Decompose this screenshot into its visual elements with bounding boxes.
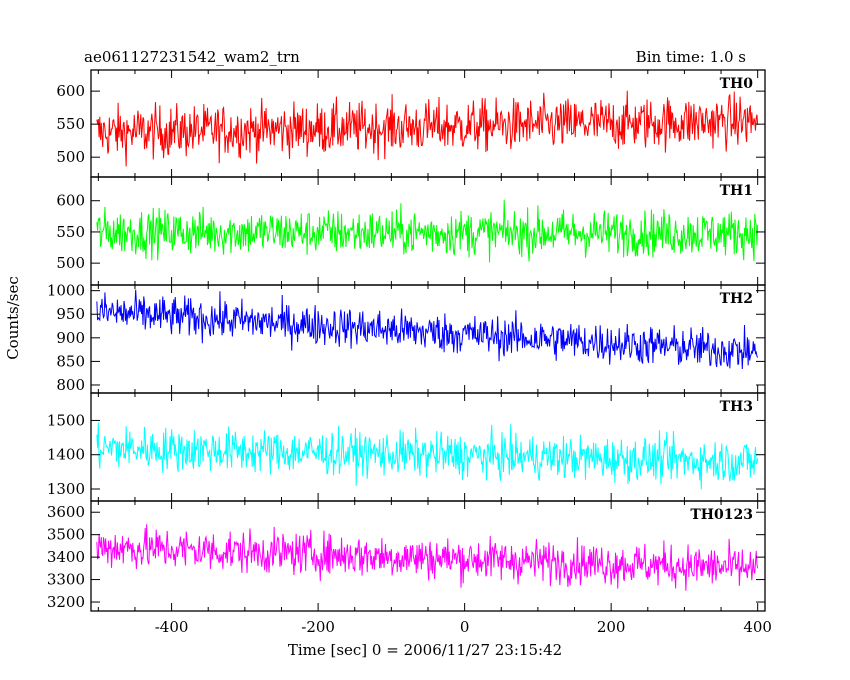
y-tick-label: 600 [56, 82, 85, 100]
series-line-th0 [96, 90, 759, 167]
bin-time-label: Bin time: 1.0 s [636, 48, 746, 66]
y-tick-label: 900 [56, 329, 85, 347]
y-tick-label: 500 [56, 254, 85, 272]
series-line-th1 [96, 199, 759, 263]
y-tick-label: 3200 [47, 593, 85, 611]
y-tick-label: 550 [56, 115, 85, 133]
chart-title: ae061127231542_wam2_trn [84, 48, 300, 66]
x-tick-label: 200 [597, 618, 626, 636]
series-line-th3 [96, 422, 759, 490]
x-tick-label: -400 [155, 618, 189, 636]
x-tick-label: -200 [301, 618, 335, 636]
y-tick-label: 1000 [47, 282, 85, 300]
y-axis-label: Counts/sec [4, 276, 22, 360]
y-tick-label: 550 [56, 223, 85, 241]
y-tick-label: 1300 [47, 480, 85, 498]
y-tick-label: 3600 [47, 503, 85, 521]
series-line-th0123 [96, 524, 759, 591]
y-tick-label: 3400 [47, 548, 85, 566]
y-tick-label: 500 [56, 148, 85, 166]
y-tick-label: 800 [56, 376, 85, 394]
y-tick-label: 1400 [47, 446, 85, 464]
x-tick-label: 400 [743, 618, 772, 636]
panel-label-th1: TH1 [720, 183, 753, 199]
panel-label-th0: TH0 [720, 76, 754, 92]
y-tick-label: 600 [56, 192, 85, 210]
y-tick-label: 850 [56, 352, 85, 370]
y-tick-label: 3500 [47, 526, 85, 544]
panel-label-th3: TH3 [720, 399, 753, 415]
panel-label-th2: TH2 [720, 291, 753, 307]
x-axis-label: Time [sec] 0 = 2006/11/27 23:15:42 [288, 641, 562, 659]
panel-label-th0123: TH0123 [690, 507, 753, 523]
y-tick-label: 950 [56, 305, 85, 323]
series-line-th2 [96, 289, 759, 370]
y-tick-label: 1500 [47, 411, 85, 429]
y-tick-label: 3300 [47, 571, 85, 589]
panels-group: 500 550 600 TH0 500 550 600 TH1 800 850 900 950 1000… [47, 69, 772, 636]
x-tick-label: 0 [460, 618, 470, 636]
